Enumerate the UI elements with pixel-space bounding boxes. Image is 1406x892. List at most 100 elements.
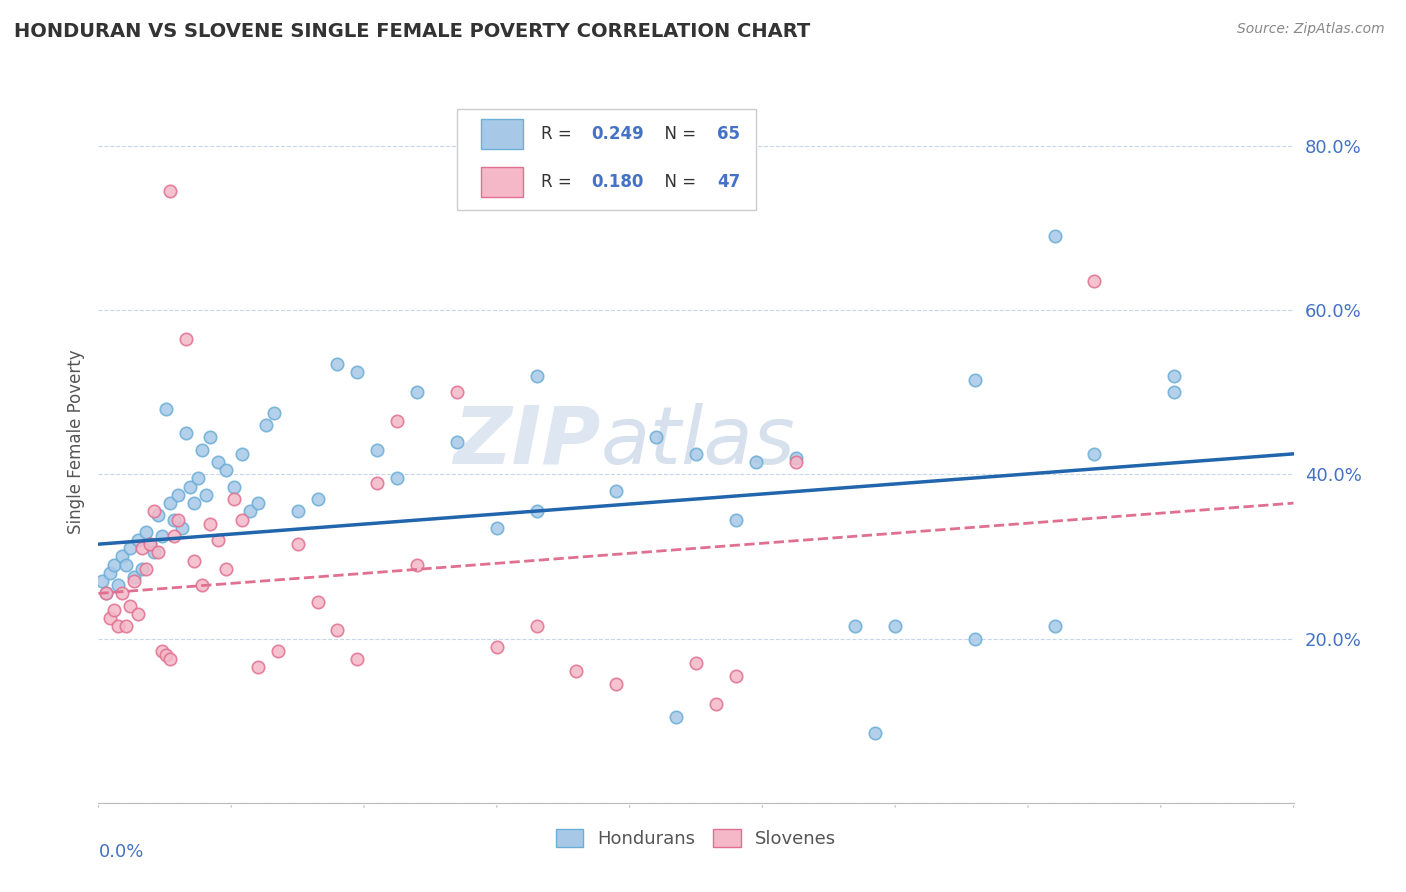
Point	[96, 586, 118, 600]
Text: 0.0%: 0.0%	[98, 843, 143, 861]
Point	[366, 475, 388, 490]
Point	[98, 611, 122, 625]
Point	[222, 480, 245, 494]
Point	[155, 648, 177, 662]
Point	[366, 442, 388, 457]
Point	[131, 541, 153, 556]
Point	[159, 184, 181, 198]
Point	[148, 545, 170, 559]
Point	[565, 665, 588, 679]
Point	[159, 496, 181, 510]
Point	[704, 698, 727, 712]
Point	[385, 414, 409, 428]
Text: 0.180: 0.180	[591, 173, 643, 191]
Point	[287, 537, 309, 551]
Point	[222, 491, 245, 506]
Point	[183, 496, 205, 510]
Point	[385, 471, 409, 485]
Text: 47: 47	[717, 173, 741, 191]
Point	[526, 368, 548, 383]
Point	[159, 652, 181, 666]
Point	[127, 607, 149, 621]
Point	[645, 430, 668, 444]
Point	[143, 545, 166, 559]
Point	[785, 450, 807, 465]
Point	[724, 668, 747, 682]
Text: 0.249: 0.249	[591, 125, 644, 143]
Point	[124, 574, 146, 588]
Text: Source: ZipAtlas.com: Source: ZipAtlas.com	[1237, 22, 1385, 37]
Point	[1083, 447, 1105, 461]
Bar	[481, 119, 523, 149]
Point	[174, 332, 197, 346]
Point	[107, 619, 129, 633]
Point	[446, 434, 468, 449]
Point	[605, 677, 627, 691]
Text: R =: R =	[541, 173, 576, 191]
Point	[135, 524, 157, 539]
Point	[326, 624, 349, 638]
Point	[307, 594, 329, 608]
Point	[745, 455, 768, 469]
Point	[139, 537, 162, 551]
Point	[111, 586, 134, 600]
Point	[148, 508, 170, 523]
Point	[246, 660, 269, 674]
Bar	[481, 167, 523, 197]
Point	[127, 533, 149, 547]
Point	[231, 512, 253, 526]
Y-axis label: Single Female Poverty: Single Female Poverty	[66, 350, 84, 533]
Point	[1043, 619, 1066, 633]
Point	[150, 644, 173, 658]
Point	[167, 488, 190, 502]
Point	[685, 657, 707, 671]
Point	[167, 512, 190, 526]
Text: N =: N =	[654, 173, 702, 191]
Text: atlas: atlas	[600, 402, 796, 481]
Point	[326, 357, 349, 371]
Point	[263, 406, 285, 420]
Point	[163, 512, 186, 526]
Point	[163, 529, 186, 543]
Point	[135, 562, 157, 576]
Legend: Hondurans, Slovenes: Hondurans, Slovenes	[548, 822, 844, 855]
Point	[287, 504, 309, 518]
Point	[139, 537, 162, 551]
Point	[446, 385, 468, 400]
Point	[107, 578, 129, 592]
Text: ZIP: ZIP	[453, 402, 600, 481]
Point	[406, 558, 429, 572]
Point	[91, 574, 114, 588]
Point	[207, 533, 229, 547]
FancyBboxPatch shape	[457, 109, 756, 211]
Point	[963, 373, 986, 387]
Point	[155, 401, 177, 416]
Point	[198, 516, 221, 531]
Point	[526, 504, 548, 518]
Point	[485, 640, 508, 654]
Point	[115, 558, 138, 572]
Point	[150, 529, 173, 543]
Text: HONDURAN VS SLOVENE SINGLE FEMALE POVERTY CORRELATION CHART: HONDURAN VS SLOVENE SINGLE FEMALE POVERT…	[14, 22, 810, 41]
Point	[215, 562, 238, 576]
Point	[111, 549, 134, 564]
Point	[1163, 368, 1185, 383]
Point	[246, 496, 269, 510]
Point	[215, 463, 238, 477]
Point	[96, 586, 118, 600]
Point	[963, 632, 986, 646]
Point	[98, 566, 122, 580]
Point	[665, 709, 688, 723]
Point	[120, 541, 142, 556]
Point	[191, 578, 214, 592]
Point	[207, 455, 229, 469]
Point	[785, 455, 807, 469]
Point	[179, 480, 201, 494]
Point	[174, 426, 197, 441]
Point	[884, 619, 907, 633]
Point	[120, 599, 142, 613]
Point	[198, 430, 221, 444]
Point	[267, 644, 290, 658]
Point	[131, 562, 153, 576]
Point	[115, 619, 138, 633]
